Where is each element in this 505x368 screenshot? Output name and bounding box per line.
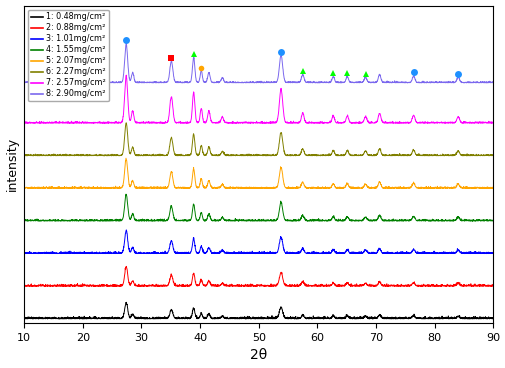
X-axis label: 2θ: 2θ: [249, 348, 267, 362]
Y-axis label: intensity: intensity: [6, 137, 19, 191]
Legend: 1: 0.48mg/cm², 2: 0.88mg/cm², 3: 1.01mg/cm², 4: 1.55mg/cm², 5: 2.07mg/cm², 6: 2.: 1: 0.48mg/cm², 2: 0.88mg/cm², 3: 1.01mg/…: [28, 10, 109, 101]
